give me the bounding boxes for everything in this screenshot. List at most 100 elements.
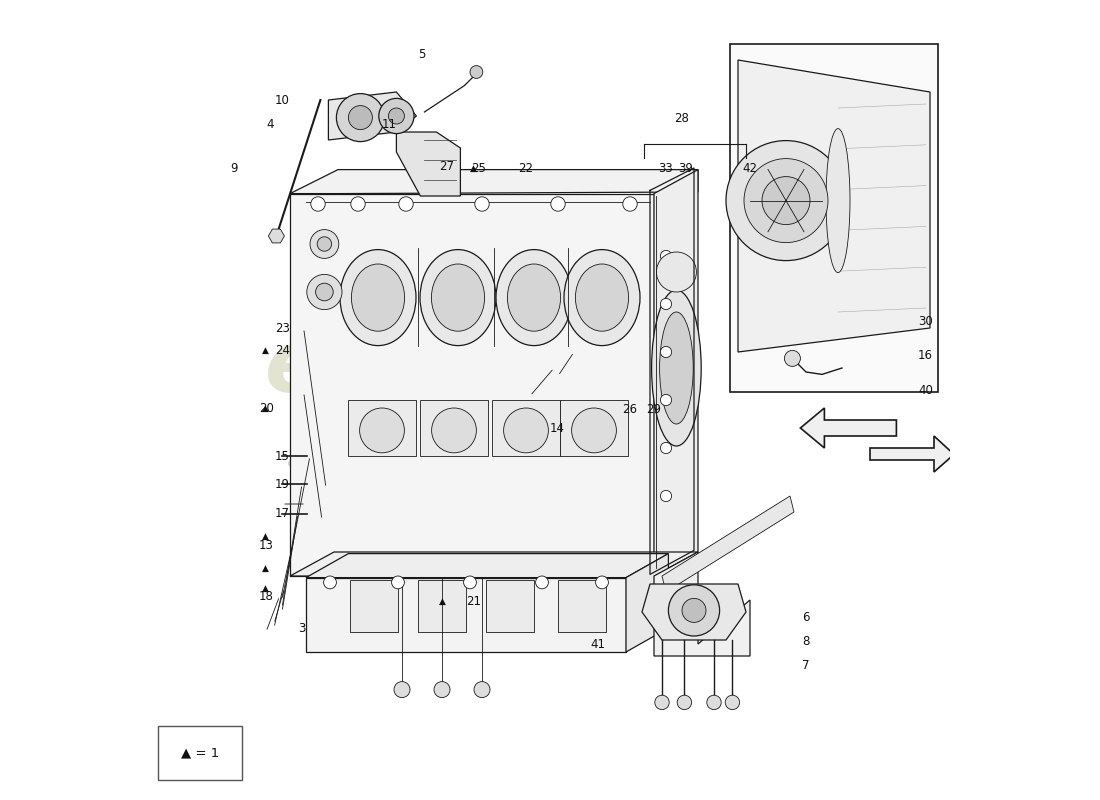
Circle shape	[623, 197, 637, 211]
Circle shape	[474, 682, 490, 698]
Text: 23: 23	[275, 322, 290, 334]
Text: 20: 20	[260, 402, 274, 414]
Polygon shape	[493, 400, 560, 456]
Text: 22: 22	[518, 162, 534, 174]
Circle shape	[399, 197, 414, 211]
Circle shape	[762, 177, 810, 225]
Circle shape	[351, 197, 365, 211]
Circle shape	[388, 108, 405, 124]
Polygon shape	[350, 580, 398, 632]
Polygon shape	[306, 578, 626, 652]
Text: 21: 21	[466, 595, 481, 608]
Circle shape	[307, 274, 342, 310]
Circle shape	[337, 94, 384, 142]
Ellipse shape	[660, 312, 693, 424]
Text: 14: 14	[550, 422, 565, 434]
Text: 26: 26	[621, 403, 637, 416]
Polygon shape	[329, 92, 417, 140]
Circle shape	[654, 695, 669, 710]
Polygon shape	[642, 584, 746, 640]
Text: 9: 9	[231, 162, 238, 174]
Polygon shape	[558, 580, 606, 632]
Ellipse shape	[420, 250, 496, 346]
Circle shape	[310, 230, 339, 258]
Polygon shape	[654, 170, 698, 576]
Circle shape	[463, 576, 476, 589]
Ellipse shape	[826, 129, 850, 273]
Circle shape	[551, 197, 565, 211]
Ellipse shape	[351, 264, 405, 331]
Text: 19: 19	[275, 478, 290, 490]
Text: ▲: ▲	[439, 597, 446, 606]
Text: 27: 27	[439, 160, 454, 173]
Polygon shape	[870, 436, 954, 472]
FancyBboxPatch shape	[730, 44, 938, 392]
Circle shape	[660, 298, 672, 310]
Ellipse shape	[431, 264, 485, 331]
Text: ▲: ▲	[262, 346, 268, 355]
Polygon shape	[290, 170, 698, 194]
Text: 42: 42	[742, 162, 757, 174]
Text: a passion for parts since 19: a passion for parts since 19	[286, 450, 574, 510]
Text: 18: 18	[260, 590, 274, 602]
Polygon shape	[801, 408, 896, 448]
Polygon shape	[486, 580, 534, 632]
Text: 4: 4	[266, 118, 274, 130]
Circle shape	[349, 106, 373, 130]
Ellipse shape	[564, 250, 640, 346]
Circle shape	[431, 408, 476, 453]
FancyBboxPatch shape	[158, 726, 242, 780]
Circle shape	[660, 442, 672, 454]
Polygon shape	[418, 580, 466, 632]
Text: ▲: ▲	[262, 403, 268, 413]
Circle shape	[536, 576, 549, 589]
Text: 33: 33	[658, 162, 673, 174]
Circle shape	[475, 197, 490, 211]
Text: 17: 17	[275, 507, 290, 520]
Text: 28: 28	[674, 112, 690, 125]
Text: europ: europ	[264, 326, 548, 410]
Polygon shape	[626, 554, 669, 652]
Text: 24: 24	[275, 344, 290, 357]
Circle shape	[744, 158, 828, 242]
Ellipse shape	[507, 264, 561, 331]
Circle shape	[316, 283, 333, 301]
Circle shape	[682, 598, 706, 622]
Circle shape	[660, 490, 672, 502]
Polygon shape	[662, 496, 794, 592]
Circle shape	[678, 695, 692, 710]
Circle shape	[470, 66, 483, 78]
Circle shape	[657, 252, 696, 292]
Text: ▲: ▲	[262, 531, 268, 541]
Polygon shape	[738, 60, 930, 352]
Text: ▲: ▲	[262, 563, 268, 573]
Circle shape	[707, 695, 722, 710]
Polygon shape	[560, 400, 628, 456]
Circle shape	[660, 346, 672, 358]
Circle shape	[317, 237, 331, 251]
Ellipse shape	[340, 250, 416, 346]
Text: 40: 40	[918, 384, 933, 397]
Text: 41: 41	[591, 638, 605, 650]
Circle shape	[572, 408, 616, 453]
Circle shape	[504, 408, 549, 453]
Text: 6: 6	[802, 611, 810, 624]
Circle shape	[725, 695, 739, 710]
Circle shape	[378, 98, 414, 134]
Ellipse shape	[651, 290, 701, 446]
Circle shape	[660, 394, 672, 406]
Circle shape	[323, 576, 337, 589]
Circle shape	[311, 197, 326, 211]
Text: 15: 15	[275, 450, 290, 462]
Text: 5: 5	[418, 48, 426, 61]
Text: ▲: ▲	[262, 583, 268, 593]
Text: 3: 3	[298, 622, 306, 634]
Circle shape	[660, 250, 672, 262]
Text: 13: 13	[260, 539, 274, 552]
Circle shape	[434, 682, 450, 698]
Polygon shape	[268, 229, 285, 243]
Circle shape	[784, 350, 801, 366]
Text: 39: 39	[678, 162, 693, 174]
Circle shape	[392, 576, 405, 589]
Text: 10: 10	[275, 94, 290, 106]
